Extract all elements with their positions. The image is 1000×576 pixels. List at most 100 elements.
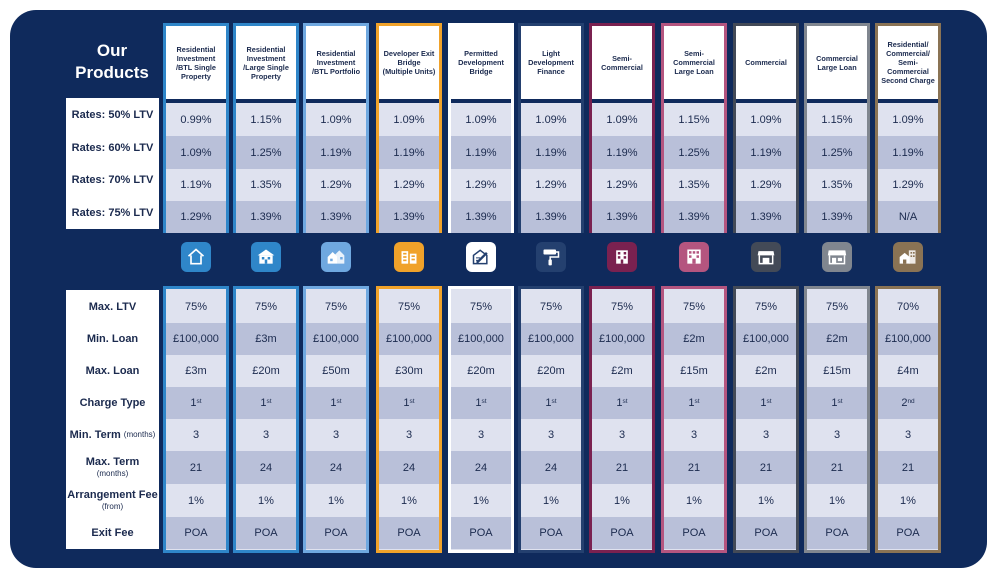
max-loan-cell: £3m — [166, 355, 226, 387]
product-column-residential-commercial-semi-commercial-second-charge: Residential/ Commercial/ Semi-Commercial… — [875, 23, 941, 233]
product-name: Residential Investment /Large Single Pro… — [236, 26, 296, 99]
rate-cell: 1.39% — [521, 201, 581, 233]
max-term-cell: 21 — [807, 451, 867, 484]
rate-cell: 1.39% — [592, 201, 652, 233]
product-column-commercial: Commercial 1.09% 1.19% 1.29% 1.39% — [733, 23, 799, 233]
max-term-cell: 21 — [736, 451, 796, 484]
rate-cell: 1.19% — [451, 136, 511, 169]
min-term-cell: 3 — [664, 419, 724, 451]
min-term-cell: 3 — [236, 419, 296, 451]
paint-roller-icon — [536, 242, 566, 272]
arrangement-fee-cell: 1% — [521, 484, 581, 517]
rate-cell: 1.09% — [878, 103, 938, 136]
product-column-residential-investment-btl-portfolio: Residential Investment /BTL Portfolio 1.0… — [303, 23, 369, 233]
product-name: Permitted Development Bridge — [451, 26, 511, 99]
arrangement-fee-cell: 1% — [166, 484, 226, 517]
max-ltv-cell: 75% — [236, 290, 296, 323]
house-icon — [181, 242, 211, 272]
max-term-cell: 21 — [166, 451, 226, 484]
max-loan-cell: £30m — [379, 355, 439, 387]
rate-cell: 1.19% — [521, 136, 581, 169]
rate-labels-column: Rates: 50% LTV Rates: 60% LTV Rates: 70%… — [66, 98, 159, 229]
max-loan-cell: £2m — [736, 355, 796, 387]
product-name: Semi-Commercial Large Loan — [664, 26, 724, 99]
max-term-cell: 21 — [592, 451, 652, 484]
min-term-cell: 3 — [878, 419, 938, 451]
plans-pencil-icon — [466, 242, 496, 272]
large-shop-building-icon — [679, 242, 709, 272]
rate-cell: 1.09% — [736, 103, 796, 136]
min-loan-cell: £2m — [664, 323, 724, 355]
rate-cell: 1.15% — [664, 103, 724, 136]
max-loan-cell: £50m — [306, 355, 366, 387]
max-term-cell: 24 — [521, 451, 581, 484]
exit-fee-cell: POA — [236, 517, 296, 549]
shop-building-icon — [607, 242, 637, 272]
exit-fee-cell: POA — [166, 517, 226, 549]
arrangement-fee-cell: 1% — [664, 484, 724, 517]
exit-fee-cell: POA — [664, 517, 724, 549]
rate-cell: 1.39% — [306, 201, 366, 233]
max-ltv-cell: 75% — [166, 290, 226, 323]
rate-cell: 1.29% — [451, 169, 511, 201]
min-term-cell: 3 — [306, 419, 366, 451]
arrangement-fee-cell: 1% — [236, 484, 296, 517]
max-ltv-cell: 75% — [592, 290, 652, 323]
max-loan-cell: £20m — [236, 355, 296, 387]
rate-cell: 1.15% — [236, 103, 296, 136]
max-ltv-cell: 75% — [451, 290, 511, 323]
max-term-cell: 24 — [236, 451, 296, 484]
max-ltv-cell: 70% — [878, 290, 938, 323]
max-term-cell: 24 — [451, 451, 511, 484]
label-exit-fee: Exit Fee — [91, 527, 134, 539]
large-storefront-icon — [822, 242, 852, 272]
product-name: Residential/ Commercial/ Semi-Commercial… — [878, 26, 938, 99]
rate-cell: 1.09% — [592, 103, 652, 136]
product-column-developer-exit-bridge-multiple-units: Developer Exit Bridge (Multiple Units) 1.… — [376, 23, 442, 233]
product-name: Residential Investment /BTL Portfolio — [306, 26, 366, 99]
exit-fee-cell: POA — [379, 517, 439, 549]
max-ltv-cell: 75% — [379, 290, 439, 323]
max-ltv-cell: 75% — [664, 290, 724, 323]
rate-cell: 1.09% — [451, 103, 511, 136]
product-column-permitted-development-bridge: Permitted Development Bridge 1.09% 1.19% 1.… — [448, 23, 514, 233]
max-loan-cell: £20m — [451, 355, 511, 387]
rate-label-70: Rates: 70% LTV — [71, 174, 154, 186]
rate-cell: 1.29% — [878, 169, 938, 201]
min-term-cell: 3 — [807, 419, 867, 451]
large-house-icon — [251, 242, 281, 272]
rate-cell: 1.19% — [166, 169, 226, 201]
rate-cell: 1.35% — [664, 169, 724, 201]
product-name: Commercial — [736, 26, 796, 99]
rate-cell: 1.25% — [236, 136, 296, 169]
exit-fee-cell: POA — [306, 517, 366, 549]
product-name: Semi-Commercial — [592, 26, 652, 99]
arrangement-fee-cell: 1% — [451, 484, 511, 517]
rate-cell: 1.39% — [664, 201, 724, 233]
label-charge-type: Charge Type — [79, 397, 146, 409]
min-loan-cell: £100,000 — [521, 323, 581, 355]
min-loan-cell: £2m — [807, 323, 867, 355]
label-min-loan: Min. Loan — [86, 333, 139, 345]
rate-cell: 1.29% — [166, 201, 226, 233]
exit-fee-cell: POA — [807, 517, 867, 549]
product-column-commercial-large-loan: Commercial Large Loan 1.15% 1.25% 1.35% 1.39… — [804, 23, 870, 233]
arrangement-fee-cell: 1% — [807, 484, 867, 517]
multi-unit-building-icon — [394, 242, 424, 272]
max-loan-cell: £15m — [664, 355, 724, 387]
min-loan-cell: £100,000 — [736, 323, 796, 355]
rate-cell: 1.39% — [451, 201, 511, 233]
product-name: Residential Investment /BTL Single Prope… — [166, 26, 226, 99]
arrangement-fee-cell: 1% — [306, 484, 366, 517]
rate-label-75: Rates: 75% LTV — [71, 206, 154, 219]
